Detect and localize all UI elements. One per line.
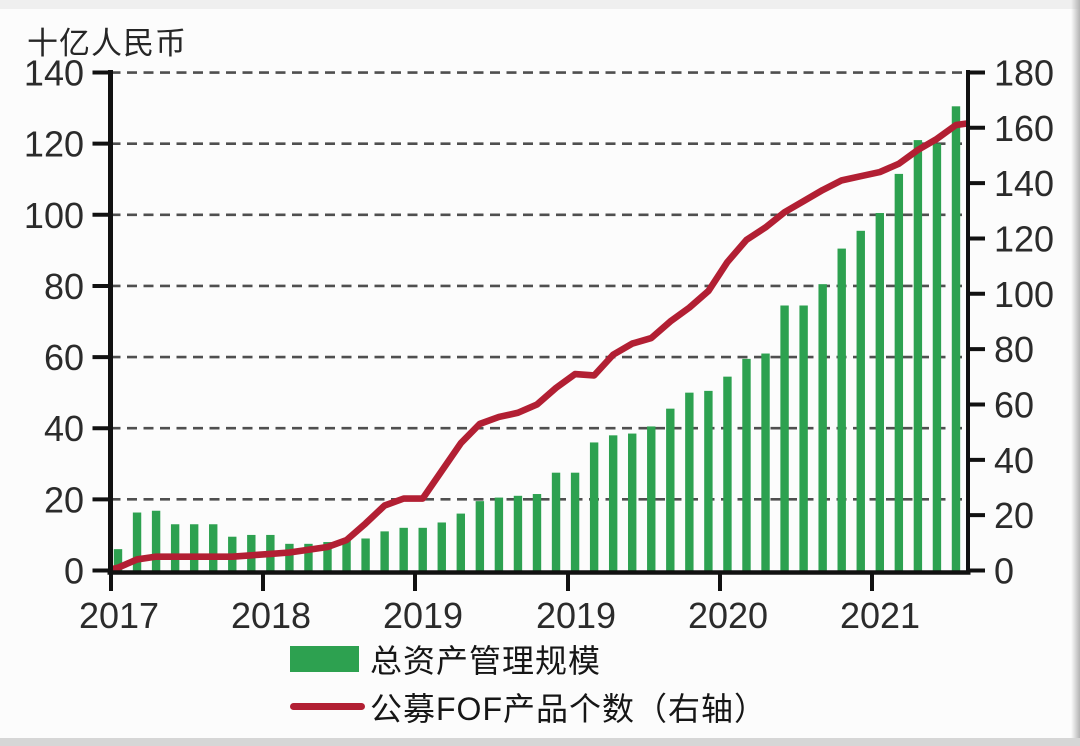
left-axis-tick-label: 40 [44, 408, 84, 449]
right-axis-tick-label: 180 [994, 52, 1054, 93]
left-axis-tick-label: 60 [44, 337, 84, 378]
asset-scale-bar [304, 543, 313, 571]
x-axis-tick-label: 2021 [840, 595, 920, 636]
asset-scale-bar [666, 408, 675, 571]
right-axis-tick-label: 160 [994, 108, 1054, 149]
legend: 总资产管理规模 公募FOF产品个数（右轴） [290, 641, 767, 727]
left-axis-tick-label: 120 [24, 124, 84, 165]
asset-scale-bar [189, 524, 199, 571]
bottom-edge-strip [0, 738, 1080, 746]
asset-scale-bar [209, 524, 218, 571]
asset-scale-bar [494, 497, 504, 571]
asset-scale-bar [418, 527, 427, 571]
right-axis-tick-label: 40 [994, 440, 1034, 481]
asset-scale-bar [589, 442, 599, 571]
legend-item-bar-series: 总资产管理规模 [290, 641, 767, 679]
bar-series-swatch [290, 645, 359, 672]
right-axis-tick-label: 120 [994, 218, 1054, 259]
right-axis-tick-label: 20 [994, 495, 1034, 536]
asset-scale-bar [723, 376, 732, 571]
asset-scale-bar [151, 510, 161, 571]
asset-scale-bar [761, 353, 770, 571]
left-axis-tick-label: 100 [24, 195, 84, 236]
right-axis-tick-label: 0 [994, 551, 1014, 592]
x-axis-tick-label: 2020 [688, 595, 768, 636]
left-axis-tick-label: 140 [24, 53, 84, 94]
asset-scale-bar [475, 501, 485, 571]
x-axis-tick-label: 2017 [79, 595, 159, 636]
asset-scale-bar [856, 230, 865, 571]
asset-scale-bar [380, 531, 389, 571]
x-axis-tick-label: 2019 [536, 595, 616, 636]
right-axis-tick-label: 80 [994, 329, 1034, 370]
asset-scale-bar [913, 140, 923, 571]
asset-scale-bar [875, 213, 884, 571]
asset-scale-bar [742, 358, 751, 571]
x-axis-tick-label: 2018 [231, 595, 311, 636]
left-axis-unit-label: 十亿人民币 [27, 26, 187, 61]
asset-scale-bar [570, 472, 580, 571]
asset-scale-bar [818, 284, 827, 571]
x-axis-tick-label: 2019 [383, 595, 463, 636]
asset-scale-bar [113, 549, 123, 571]
right-axis-tick-label: 140 [994, 163, 1054, 204]
right-edge-strip [1071, 0, 1080, 746]
asset-scale-bar [132, 512, 142, 571]
asset-scale-bar [799, 305, 808, 571]
legend-item-line-series: 公募FOF产品个数（右轴） [290, 689, 767, 727]
right-axis-tick-label: 60 [994, 384, 1034, 425]
bar-series-label: 总资产管理规模 [370, 642, 602, 679]
fof-count-line [108, 120, 970, 573]
asset-scale-bar [285, 543, 294, 571]
left-axis-tick-label: 80 [44, 266, 84, 307]
asset-scale-bar [342, 538, 351, 571]
asset-scale-bar [456, 513, 466, 571]
asset-scale-bar [932, 143, 942, 571]
asset-scale-bar [532, 494, 542, 571]
asset-scale-bar [837, 248, 846, 571]
asset-scale-bar [951, 106, 961, 571]
asset-scale-bar [685, 392, 694, 571]
asset-scale-bar [399, 527, 408, 571]
top-edge-strip [0, 0, 1080, 9]
asset-scale-bar [513, 495, 523, 571]
asset-scale-bar [628, 433, 637, 571]
asset-scale-bar [647, 426, 656, 571]
asset-scale-bar [437, 522, 446, 571]
asset-scale-bar [551, 472, 561, 571]
asset-scale-bar [323, 542, 332, 571]
line-series-label: 公募FOF产品个数（右轴） [370, 690, 767, 727]
asset-scale-bar [608, 435, 618, 571]
asset-scale-bar [894, 173, 904, 571]
right-axis-tick-label: 100 [994, 274, 1054, 315]
left-axis-tick-label: 0 [64, 551, 84, 592]
left-axis-tick-label: 20 [44, 479, 84, 520]
asset-scale-bar [170, 524, 180, 571]
line-series-swatch [290, 703, 365, 710]
asset-scale-bar [361, 538, 370, 571]
asset-scale-bar [780, 305, 789, 571]
asset-scale-bar [704, 390, 713, 571]
